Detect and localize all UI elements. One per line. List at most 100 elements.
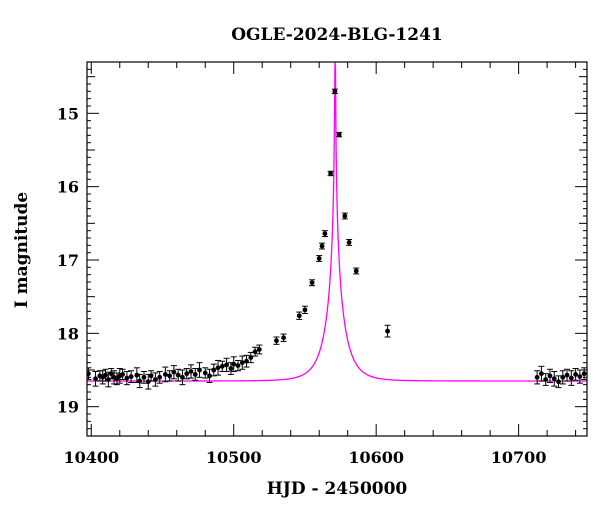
model-curve: [87, 62, 587, 382]
data-point: [219, 360, 226, 372]
data-point: [273, 336, 280, 345]
data-point: [319, 242, 326, 250]
data-points: [87, 88, 587, 390]
data-marker: [316, 256, 322, 261]
data-marker: [336, 132, 342, 138]
data-point: [119, 368, 126, 381]
data-point: [309, 279, 316, 287]
data-point: [572, 368, 579, 381]
y-tick-label: 16: [57, 178, 79, 197]
plot-frame: [86, 61, 588, 437]
data-marker: [103, 372, 108, 378]
data-marker: [120, 372, 126, 377]
data-marker: [93, 376, 98, 382]
x-axis-label: HJD - 2450000: [267, 479, 408, 499]
y-tick-label: 15: [57, 104, 79, 123]
data-marker: [248, 355, 254, 360]
data-point: [542, 373, 549, 386]
data-point: [252, 346, 259, 357]
data-marker: [581, 371, 587, 377]
data-point: [336, 131, 343, 138]
data-point: [239, 355, 246, 370]
y-axis-label: I magnitude: [12, 192, 32, 309]
data-point: [210, 363, 217, 377]
data-point: [162, 366, 169, 383]
data-point: [170, 365, 177, 380]
x-tick-label: 10700: [491, 448, 547, 467]
data-point: [152, 372, 159, 387]
data-point: [192, 368, 199, 381]
data-point: [223, 357, 230, 372]
data-point: [123, 370, 130, 386]
data-marker: [252, 349, 258, 355]
y-tick-label: 18: [57, 324, 79, 343]
data-marker: [180, 374, 185, 380]
data-point: [247, 351, 254, 364]
data-point: [256, 344, 263, 355]
data-point: [128, 370, 135, 383]
data-point: [316, 255, 323, 262]
data-point: [206, 368, 213, 383]
data-marker: [543, 377, 549, 382]
data-marker: [192, 372, 198, 377]
data-point: [280, 333, 287, 342]
data-marker: [175, 372, 181, 378]
data-marker: [141, 374, 147, 380]
data-marker: [188, 369, 194, 374]
data-point: [346, 238, 353, 246]
data-marker: [224, 362, 230, 368]
data-point: [301, 305, 308, 315]
x-tick-label: 10500: [206, 448, 262, 467]
data-marker: [184, 371, 190, 377]
data-marker: [87, 371, 91, 377]
data-marker: [573, 372, 579, 377]
data-marker: [547, 373, 553, 379]
data-marker: [157, 374, 163, 380]
data-marker: [197, 367, 202, 373]
data-marker: [274, 338, 279, 344]
data-marker: [148, 373, 154, 379]
data-marker: [564, 372, 570, 378]
data-point: [564, 368, 571, 382]
data-point: [202, 367, 209, 379]
data-point: [92, 370, 99, 387]
x-tick-label: 10600: [348, 448, 404, 467]
data-marker: [235, 363, 241, 368]
data-marker: [145, 379, 151, 385]
data-marker: [346, 240, 352, 245]
data-marker: [556, 379, 561, 385]
data-point: [102, 368, 109, 382]
data-marker: [353, 268, 359, 274]
data-marker: [302, 307, 308, 313]
data-marker: [322, 231, 328, 237]
data-marker: [167, 373, 173, 379]
data-marker: [256, 347, 262, 352]
data-point: [166, 370, 173, 382]
data-marker: [328, 171, 333, 176]
data-marker: [219, 363, 225, 369]
data-point: [156, 370, 163, 384]
data-point: [136, 373, 143, 389]
data-marker: [568, 375, 574, 381]
data-marker: [551, 376, 557, 382]
data-point: [140, 370, 147, 384]
data-marker: [137, 378, 143, 384]
data-marker: [124, 375, 130, 381]
data-point: [215, 359, 222, 376]
data-point: [179, 369, 186, 386]
data-marker: [332, 88, 338, 94]
data-marker: [202, 370, 208, 376]
data-point: [321, 230, 328, 238]
data-marker: [239, 360, 245, 366]
data-point: [353, 267, 360, 275]
data-point: [148, 370, 155, 382]
data-marker: [152, 377, 158, 382]
chart-title: OGLE-2024-BLG-1241: [231, 25, 443, 45]
data-point: [546, 368, 553, 383]
data-marker: [171, 369, 177, 375]
data-marker: [128, 374, 134, 379]
data-point: [296, 311, 303, 320]
data-marker: [228, 366, 234, 371]
data-marker: [309, 280, 315, 286]
